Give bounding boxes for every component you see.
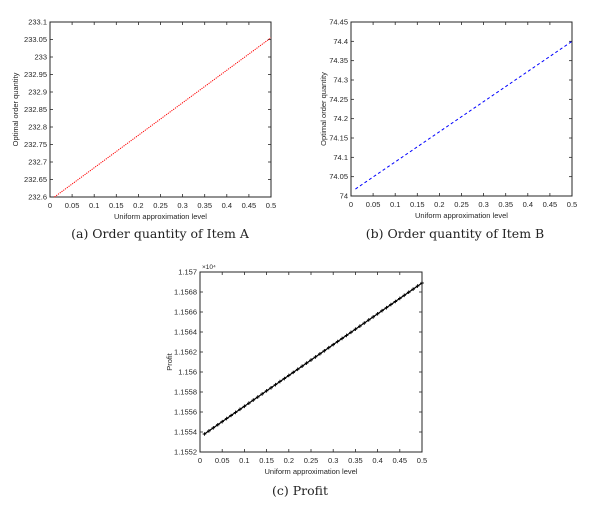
chart-a-x-tick-label: 0.45 (242, 201, 257, 210)
chart-a-x-tick-label: 0.4 (222, 201, 232, 210)
chart-c-series-line (204, 282, 423, 435)
chart-b-x-tick-label: 0.3 (478, 200, 488, 209)
chart-c-y-tick-label: 1.1564 (174, 328, 197, 337)
chart-a-y-tick-label: 233.05 (24, 35, 47, 44)
chart-c-x-axis-label: Uniform approximation level (265, 467, 358, 476)
chart-c-x-tick-label: 0.5 (417, 456, 427, 465)
chart-c-y-tick-label: 1.157 (178, 268, 197, 277)
chart-a-caption: (a) Order quantity of Item A (71, 226, 249, 241)
chart-a-x-tick-label: 0.05 (65, 201, 80, 210)
chart-c-y-tick-label: 1.1552 (174, 448, 197, 457)
chart-b-y-tick-label: 74.4 (333, 37, 348, 46)
chart-b-caption: (b) Order quantity of Item B (365, 226, 545, 241)
chart-b-y-tick-label: 74.15 (329, 134, 348, 143)
chart-a-y-tick-label: 233 (34, 53, 47, 62)
chart-c-panel: 0 0.05 0.1 0.15 0.2 0.25 0.3 0.35 0.4 0.45 0.5 1.15… (150, 250, 450, 509)
chart-a-y-tick-label: 232.7 (28, 158, 47, 167)
chart-a-y-tick-label: 232.95 (24, 70, 47, 79)
chart-c-plot: 0 0.05 0.1 0.15 0.2 0.25 0.3 0.35 0.4 0.45 0.5 1.15… (165, 264, 427, 476)
chart-b-x-tick-label: 0.25 (454, 200, 469, 209)
chart-b-y-tick-label: 74.1 (333, 153, 348, 162)
chart-b-plot: 0 0.05 0.1 0.15 0.2 0.25 0.3 0.35 0.4 0.45 0.5 74 74… (319, 18, 577, 221)
chart-a-axes-box (49, 21, 272, 198)
chart-a-y-tick-label: 232.75 (24, 140, 47, 149)
chart-c-x-tick-label: 0.25 (304, 456, 319, 465)
chart-a-x-tick-label: 0.2 (133, 201, 143, 210)
chart-c-y-tick-label: 1.1556 (174, 408, 197, 417)
chart-c-axes-box (199, 271, 423, 453)
chart-c-x-tick-label: 0.2 (284, 456, 294, 465)
chart-a-x-tick-label: 0 (48, 201, 52, 210)
chart-b-panel: 0 0.05 0.1 0.15 0.2 0.25 0.3 0.35 0.4 0.45 0.5 74 74… (300, 0, 608, 250)
chart-a-x-tick-label: 0.3 (177, 201, 187, 210)
chart-c-x-tick-label: 0.05 (215, 456, 230, 465)
chart-b-x-tick-label: 0.05 (366, 200, 381, 209)
chart-b-x-tick-label: 0.5 (567, 200, 577, 209)
chart-b-y-tick-label: 74.35 (329, 56, 348, 65)
chart-b-y-tick-label: 74.05 (329, 172, 348, 181)
chart-a-x-tick-label: 0.5 (266, 201, 276, 210)
chart-a-x-tick-label: 0.15 (109, 201, 124, 210)
chart-b-y-tick-label: 74.25 (329, 95, 348, 104)
chart-c-x-tick-label: 0.1 (239, 456, 249, 465)
chart-b-y-axis-label: Optimal order quantity (319, 72, 328, 146)
chart-a-x-axis-label: Uniform approximation level (114, 212, 207, 221)
chart-b-x-tick-label: 0.2 (434, 200, 444, 209)
chart-a-panel: 0 0.05 0.1 0.15 0.2 0.25 0.3 0.35 0.4 0.45 0.5 232.… (0, 0, 300, 250)
chart-b-series-line (355, 40, 573, 190)
chart-c-y-tick-label: 1.1558 (174, 388, 197, 397)
chart-b-y-tick-label: 74.3 (333, 76, 348, 85)
chart-c-y-tick-label: 1.1568 (174, 288, 197, 297)
chart-c-y-multiplier: ×10⁴ (202, 264, 216, 271)
chart-a-x-tick-label: 0.35 (197, 201, 212, 210)
chart-c-x-tick-label: 0 (198, 456, 202, 465)
chart-a-y-tick-label: 232.65 (24, 175, 47, 184)
chart-b-y-tick-label: 74.45 (329, 18, 348, 27)
chart-a-x-tick-label: 0.25 (153, 201, 168, 210)
chart-b-x-tick-label: 0.45 (543, 200, 558, 209)
chart-b-x-tick-label: 0.35 (498, 200, 513, 209)
chart-a-y-tick-label: 232.6 (28, 193, 47, 202)
chart-b-y-tick-label: 74 (340, 192, 348, 201)
chart-b-x-tick-label: 0.15 (410, 200, 425, 209)
chart-a-x-tick-label: 0.1 (89, 201, 99, 210)
chart-c-y-tick-label: 1.1562 (174, 348, 197, 357)
chart-a-y-tick-label: 233.1 (28, 18, 47, 27)
chart-b-x-tick-label: 0 (349, 200, 353, 209)
chart-c-caption: (c) Profit (272, 483, 328, 498)
chart-c-x-tick-label: 0.4 (372, 456, 382, 465)
chart-a-y-tick-label: 232.9 (28, 88, 47, 97)
chart-b-x-axis-label: Uniform approximation level (415, 211, 508, 220)
chart-c-x-tick-label: 0.3 (328, 456, 338, 465)
chart-c-x-tick-label: 0.15 (259, 456, 274, 465)
chart-a-y-axis-label: Optimal order quantity (11, 72, 20, 146)
chart-c-y-axis-label: Profit (165, 352, 174, 370)
chart-c-y-tick-label: 1.1554 (174, 428, 197, 437)
chart-c-y-tick-label: 1.1566 (174, 308, 197, 317)
chart-b-y-tick-label: 74.2 (333, 114, 348, 123)
chart-c-x-tick-label: 0.45 (392, 456, 407, 465)
chart-b-x-tick-label: 0.1 (390, 200, 400, 209)
chart-b-x-tick-label: 0.4 (523, 200, 533, 209)
chart-c-y-tick-label: 1.156 (178, 368, 197, 377)
chart-a-series-line (54, 37, 272, 198)
chart-a-y-tick-label: 232.85 (24, 105, 47, 114)
chart-c-x-tick-label: 0.35 (348, 456, 363, 465)
chart-a-y-tick-label: 232.8 (28, 123, 47, 132)
chart-a-plot: 0 0.05 0.1 0.15 0.2 0.25 0.3 0.35 0.4 0.45 0.5 232.… (11, 18, 276, 222)
